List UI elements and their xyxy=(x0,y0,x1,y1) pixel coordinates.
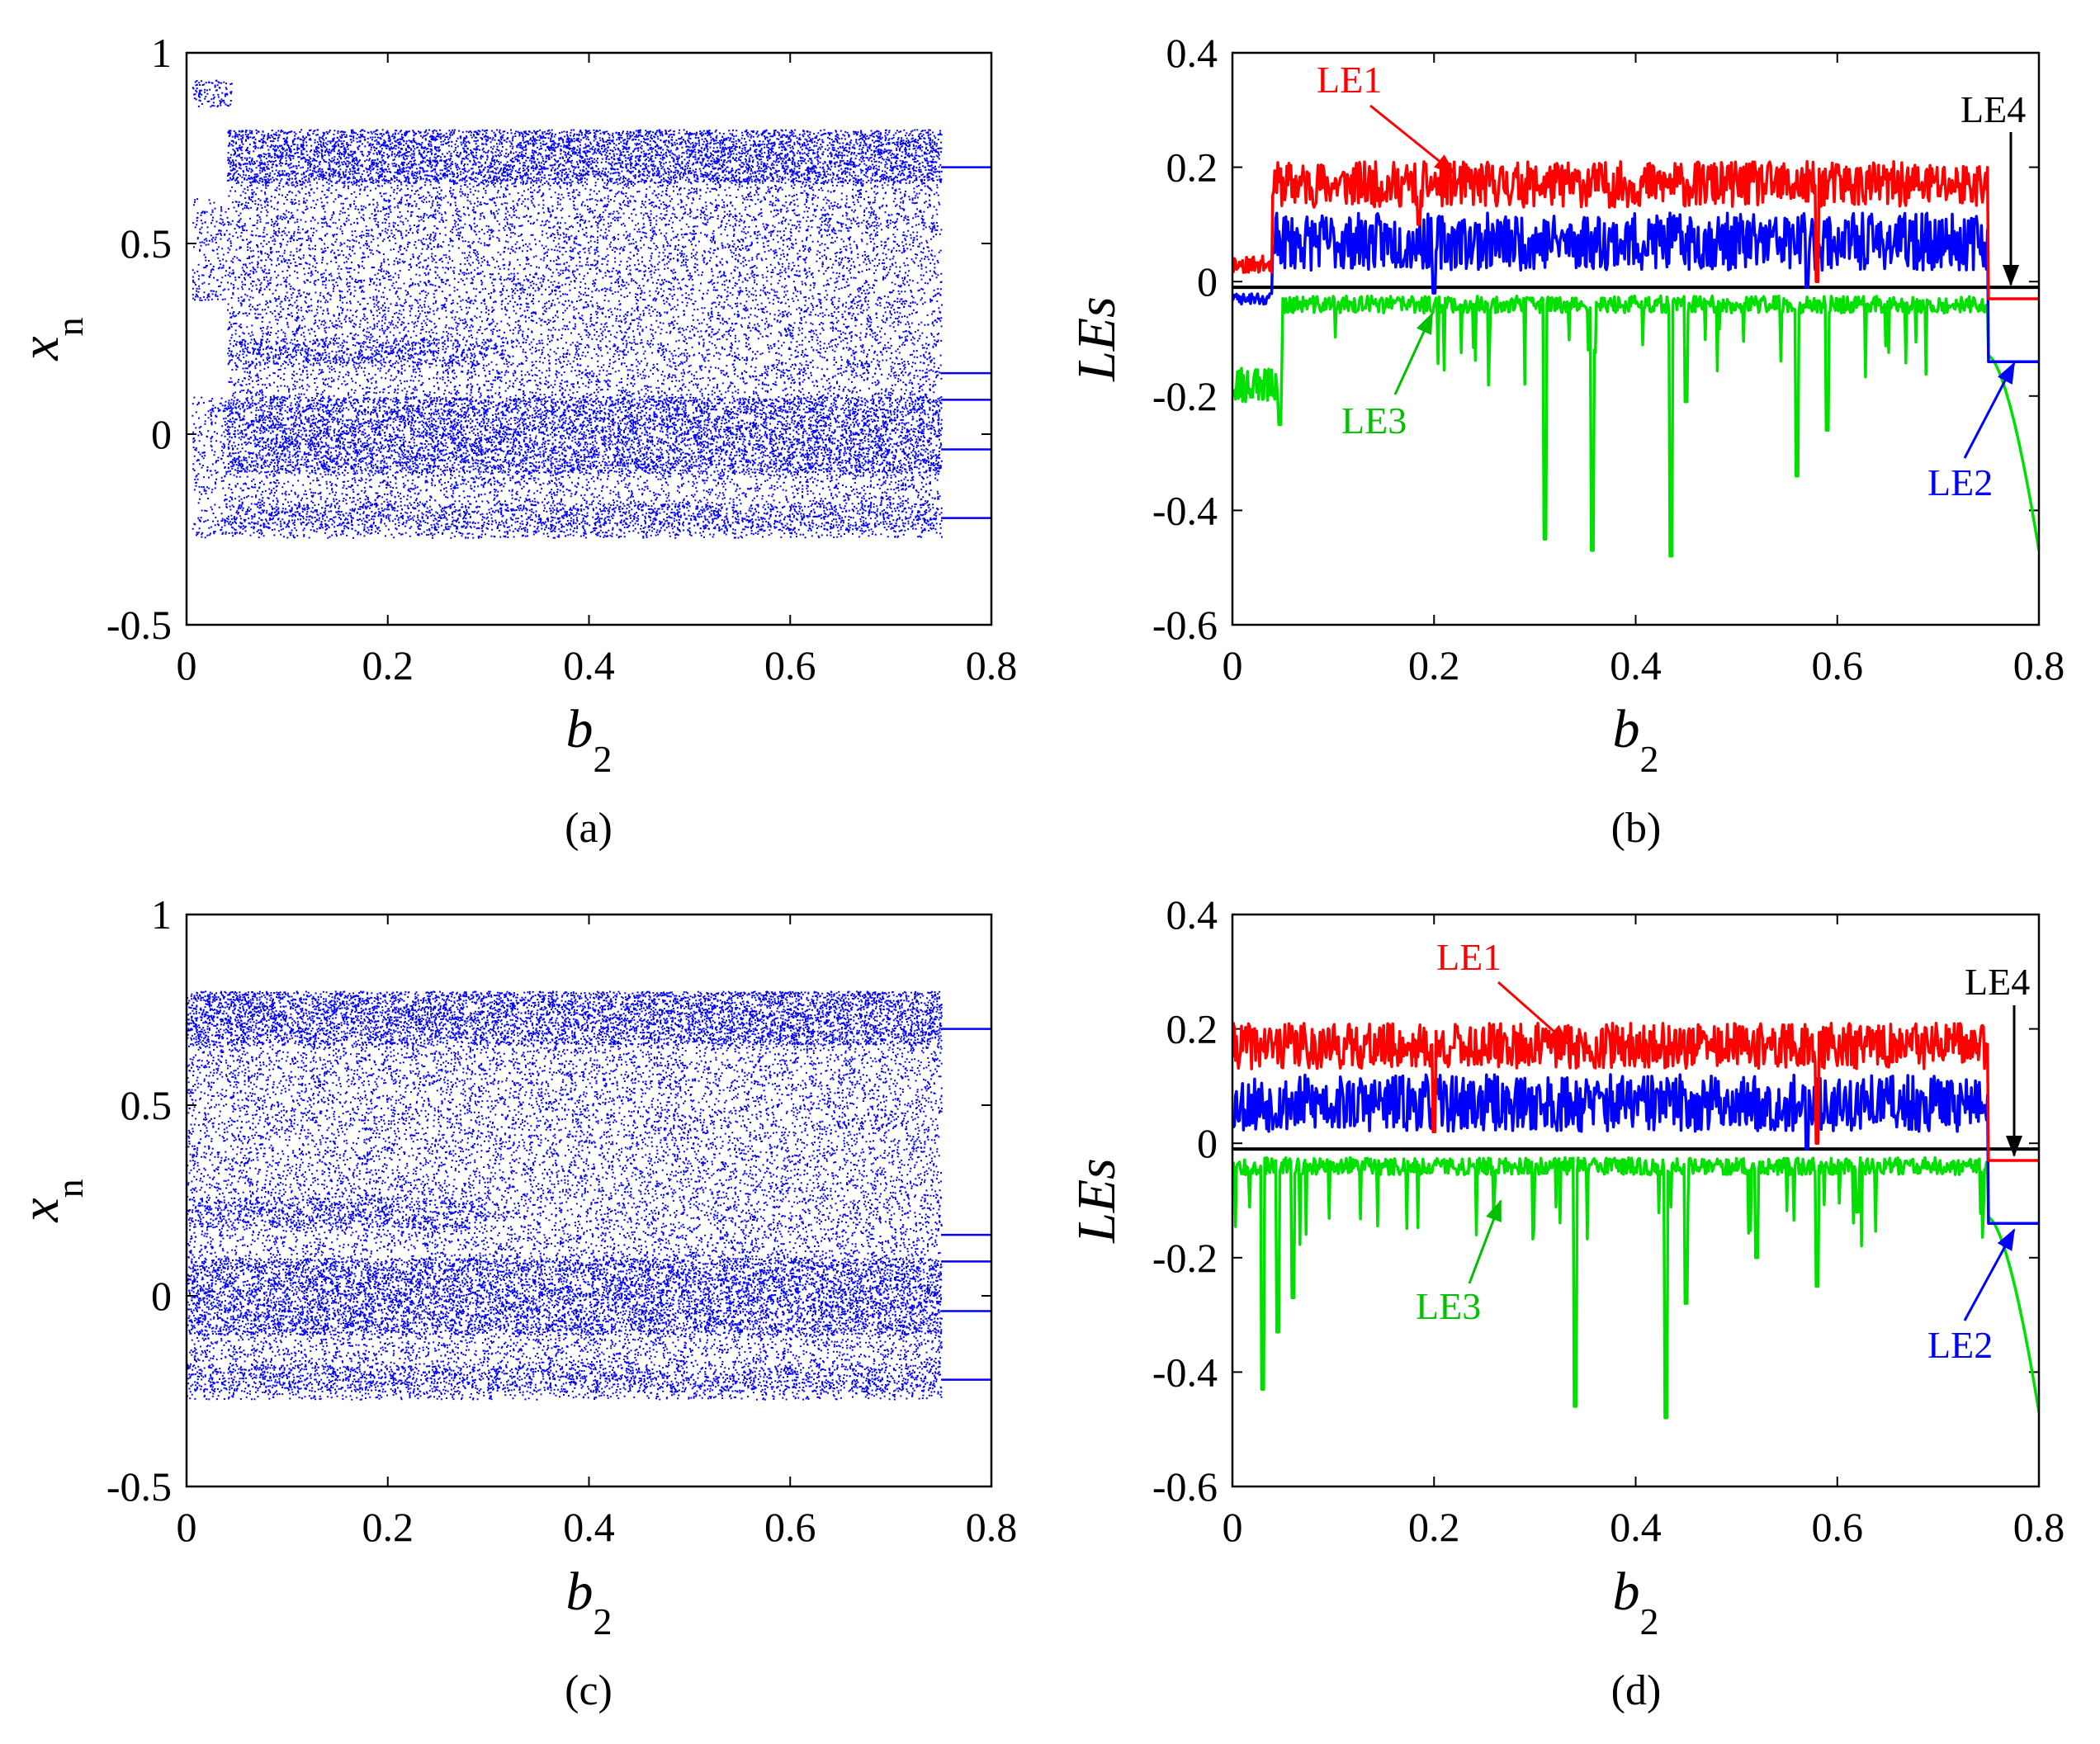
x-tick-label: 0.6 xyxy=(764,642,816,688)
x-tick-label: 0.4 xyxy=(563,642,615,688)
annotation-le1: LE1 xyxy=(1436,936,1502,978)
y-tick-label: -0.6 xyxy=(1152,602,1218,648)
y-axis-label: LEs xyxy=(1067,1158,1127,1244)
y-tick-label: 1 xyxy=(151,891,172,938)
y-tick-label: 0.2 xyxy=(1166,144,1218,191)
y-tick-label: -0.6 xyxy=(1152,1463,1218,1510)
scatter-points xyxy=(192,79,944,539)
annotation-arrow xyxy=(1963,362,2016,459)
annotation-le3: LE3 xyxy=(1341,399,1407,442)
y-tick-label: 0.5 xyxy=(121,1082,173,1128)
plot-frame xyxy=(1231,51,2041,626)
panel-caption: (b) xyxy=(1611,805,1662,852)
y-tick-label: 0 xyxy=(1197,258,1218,305)
y-tick-label: 1 xyxy=(151,30,172,76)
y-tick-label: -0.2 xyxy=(1152,1235,1218,1281)
annotation-le1: LE1 xyxy=(1317,59,1382,101)
y-tick-label: -0.4 xyxy=(1152,487,1218,533)
x-tick-label: 0.8 xyxy=(966,642,1018,688)
x-tick-label: 0.6 xyxy=(1812,1504,1864,1550)
x-tick-label: 0.8 xyxy=(966,1504,1018,1550)
series-le2 xyxy=(1232,211,2039,363)
annotation-le2: LE2 xyxy=(1927,1324,1993,1366)
y-tick-label: 0 xyxy=(151,1273,172,1319)
x-tick-label: 0 xyxy=(177,642,197,688)
panel-caption: (d) xyxy=(1611,1667,1662,1714)
x-tick-label: 0.2 xyxy=(362,642,414,688)
annotation-arrow xyxy=(1963,1228,2016,1321)
lyapunov-lines xyxy=(1232,159,2039,558)
panel-caption: (c) xyxy=(565,1667,612,1714)
plot-frame xyxy=(1231,913,2041,1488)
series-le3 xyxy=(1232,1156,2039,1420)
y-tick-label: 0.5 xyxy=(121,220,173,267)
x-tick-label: 0.2 xyxy=(362,1504,414,1550)
y-tick-label: -0.4 xyxy=(1152,1349,1218,1395)
x-tick-label: 0.8 xyxy=(2013,642,2065,688)
scatter-points xyxy=(187,990,944,1401)
series-le1 xyxy=(1232,1021,2039,1162)
y-tick-label: 0.4 xyxy=(1166,891,1218,938)
y-tick-label: 0 xyxy=(1197,1120,1218,1166)
annotation-le4: LE4 xyxy=(1960,88,2026,130)
annotation-arrow xyxy=(1497,981,1570,1046)
plot-frame xyxy=(185,51,993,626)
x-tick-label: 0 xyxy=(1223,1504,1243,1550)
plot-frame xyxy=(185,913,993,1488)
y-tick-label: -0.5 xyxy=(106,1463,172,1510)
lyapunov-lines xyxy=(1232,1021,2039,1420)
x-tick-label: 0 xyxy=(1223,642,1243,688)
y-tick-label: 0 xyxy=(151,411,172,457)
x-tick-label: 0 xyxy=(177,1504,197,1550)
y-axis-label: LEs xyxy=(1067,296,1127,382)
series-le3 xyxy=(1232,294,2039,558)
x-tick-label: 0.4 xyxy=(1610,1504,1662,1550)
annotation-arrow xyxy=(1393,312,1434,395)
x-tick-label: 0.4 xyxy=(563,1504,615,1550)
series-le1 xyxy=(1232,159,2039,300)
x-tick-label: 0.6 xyxy=(1812,642,1864,688)
panel-1: 0 0.2 0.4 0.6 0.8-0.6-0.4-0.200.20.4b2LEs(b)… xyxy=(1067,30,2065,852)
annotation-le4: LE4 xyxy=(1965,961,2030,1003)
x-tick-label: 0.4 xyxy=(1610,642,1662,688)
y-tick-label: -0.5 xyxy=(106,602,172,648)
bifurcation-points xyxy=(187,990,991,1401)
bifurcation-points xyxy=(192,79,991,539)
y-tick-label: 0.2 xyxy=(1166,1006,1218,1052)
y-tick-label: 0.4 xyxy=(1166,30,1218,76)
series-le2 xyxy=(1232,1073,2039,1225)
annotation-le2: LE2 xyxy=(1927,461,1993,503)
x-tick-label: 0.2 xyxy=(1408,1504,1460,1550)
annotation-le3: LE3 xyxy=(1416,1285,1481,1327)
x-tick-label: 0.6 xyxy=(764,1504,816,1550)
x-tick-label: 0.2 xyxy=(1408,642,1460,688)
annotation-arrow xyxy=(1468,1199,1502,1284)
annotation-arrow xyxy=(1369,104,1456,175)
y-tick-label: -0.2 xyxy=(1152,373,1218,419)
x-tick-label: 0.8 xyxy=(2013,1504,2065,1550)
panel-caption: (a) xyxy=(565,805,612,852)
